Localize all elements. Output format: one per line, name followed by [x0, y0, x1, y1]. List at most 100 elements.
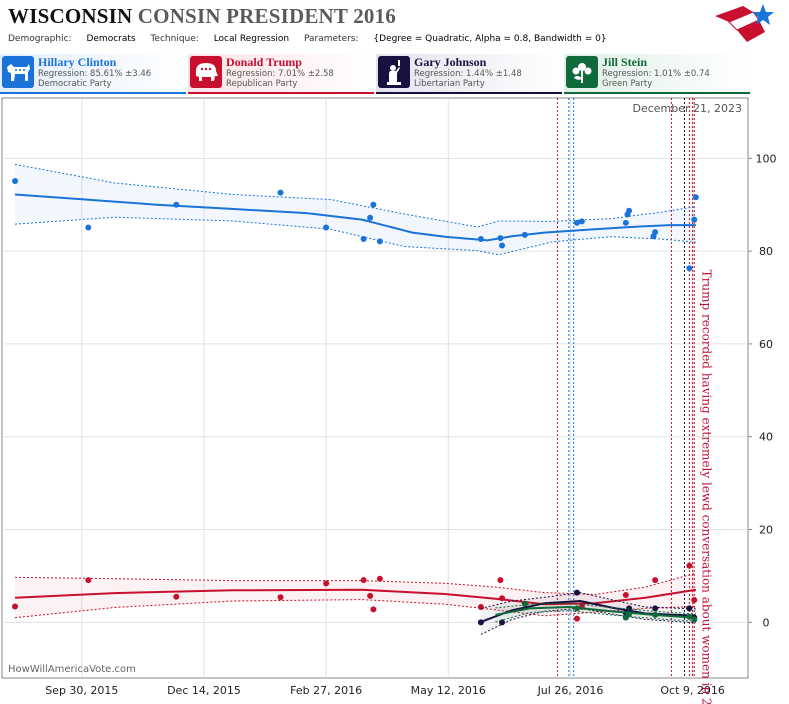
candidate-legend: Hillary Clinton Regression: 85.61% ±3.46… — [0, 54, 789, 94]
candidate-party: Republican Party — [226, 79, 298, 89]
trend-line — [14, 588, 697, 606]
poll-point — [370, 606, 377, 613]
band-lower-line — [480, 607, 696, 635]
x-tick-label: Sep 30, 2015 — [45, 684, 118, 697]
flower-icon — [566, 56, 598, 88]
candidate-card-johnson[interactable]: Gary Johnson Regression: 1.44% ±1.48 Lib… — [376, 54, 562, 94]
poll-point — [12, 178, 19, 185]
poll-point — [499, 595, 506, 602]
candidate-regression: Regression: 1.01% ±0.74 — [602, 69, 710, 79]
poll-point — [323, 580, 330, 587]
confidence-band — [480, 592, 696, 635]
event-annotation: Trump recorded having extremely lewd con… — [699, 270, 713, 704]
liberty-statue-icon — [378, 56, 410, 88]
date-stamp: December 21, 2023 — [632, 102, 742, 115]
poll-point — [323, 224, 330, 231]
candidate-party: Democratic Party — [38, 79, 112, 89]
demographic-label: Demographic: — [8, 34, 72, 44]
candidate-name: Gary Johnson — [414, 55, 487, 69]
chart-parameters: Demographic: Democrats Technique: Local … — [8, 34, 619, 44]
poll-point — [173, 593, 180, 600]
candidate-card-clinton[interactable]: Hillary Clinton Regression: 85.61% ±3.46… — [0, 54, 186, 94]
candidate-card-trump[interactable]: Donald Trump Regression: 7.01% ±2.58 Rep… — [188, 54, 374, 94]
poll-point — [573, 589, 580, 596]
poll-point — [573, 605, 580, 612]
watermark: HowWillAmericaVote.com — [8, 664, 136, 675]
technique-label: Technique: — [150, 34, 199, 44]
candidate-regression: Regression: 1.44% ±1.48 — [414, 69, 522, 79]
poll-point — [477, 619, 484, 626]
candidate-party: Libertarian Party — [414, 79, 485, 89]
poll-point — [477, 236, 484, 243]
poll-point — [277, 189, 284, 196]
candidate-name: Hillary Clinton — [38, 55, 117, 69]
band-upper-line — [480, 592, 696, 610]
poll-point — [497, 577, 504, 584]
poll-point — [360, 577, 367, 584]
title-state: WISCONSIN — [8, 4, 133, 28]
poll-point — [277, 594, 284, 601]
poll-point — [578, 218, 585, 225]
title-race: CONSIN PRESIDENT 2016 — [137, 4, 396, 28]
poll-point — [360, 236, 367, 243]
poll-point — [497, 235, 504, 242]
poll-point — [370, 201, 377, 208]
poll-point — [652, 605, 659, 612]
y-tick-label: 100 — [756, 152, 777, 165]
poll-point — [626, 207, 633, 214]
candidate-name: Jill Stein — [602, 55, 648, 69]
poll-point — [691, 616, 698, 623]
poll-point — [686, 605, 693, 612]
candidate-regression: Regression: 7.01% ±2.58 — [226, 69, 334, 79]
poll-point — [622, 219, 629, 226]
y-tick-label: 80 — [759, 245, 773, 258]
band-lower-line — [495, 610, 696, 623]
poll-point — [686, 265, 693, 272]
poll-point — [521, 600, 528, 607]
y-tick-label: 20 — [759, 524, 773, 537]
poll-point — [499, 242, 506, 249]
elephant-icon — [190, 56, 222, 88]
x-tick-label: Feb 27, 2016 — [290, 684, 362, 697]
technique-value: Local Regression — [213, 34, 290, 44]
poll-point — [626, 605, 633, 612]
candidate-regression: Regression: 85.61% ±3.46 — [38, 69, 152, 79]
poll-point — [652, 229, 659, 236]
poll-point — [692, 194, 699, 201]
site-logo-icon[interactable] — [713, 2, 777, 50]
poll-point — [85, 224, 92, 231]
poll-point — [521, 231, 528, 238]
y-tick-label: 40 — [759, 431, 773, 444]
x-tick-label: Dec 14, 2015 — [167, 684, 241, 697]
candidate-name: Donald Trump — [226, 55, 302, 69]
candidate-party: Green Party — [602, 79, 653, 89]
candidate-card-stein[interactable]: Jill Stein Regression: 1.01% ±0.74 Green… — [564, 54, 750, 94]
poll-point — [173, 201, 180, 208]
poll-point — [376, 238, 383, 245]
poll-chart: Sep 30, 2015 Dec 14, 2015 Feb 27, 2016 May … — [1, 97, 777, 704]
poll-point — [573, 615, 580, 622]
poll-point — [686, 562, 693, 569]
poll-point — [652, 611, 659, 618]
poll-point — [686, 613, 693, 620]
x-tick-label: Oct 9, 2016 — [660, 684, 725, 697]
donkey-icon — [2, 56, 34, 88]
poll-point — [691, 597, 698, 604]
x-tick-label: Jul 26, 2016 — [537, 684, 604, 697]
y-tick-label: 60 — [759, 338, 773, 351]
band-lower-line — [14, 216, 696, 256]
trend-line — [495, 605, 696, 619]
poll-point — [626, 610, 633, 617]
trend-line — [14, 193, 696, 242]
band-upper-line — [14, 163, 696, 228]
poll-point — [652, 577, 659, 584]
poll-point — [691, 216, 698, 223]
poll-point — [85, 577, 92, 584]
x-tick-label: May 12, 2016 — [411, 684, 486, 697]
band-upper-line — [14, 572, 697, 596]
parameters-label: Parameters: — [303, 34, 359, 44]
poll-point — [367, 592, 374, 599]
poll-point — [376, 575, 383, 582]
poll-point — [367, 214, 374, 221]
band-lower-line — [14, 599, 696, 619]
